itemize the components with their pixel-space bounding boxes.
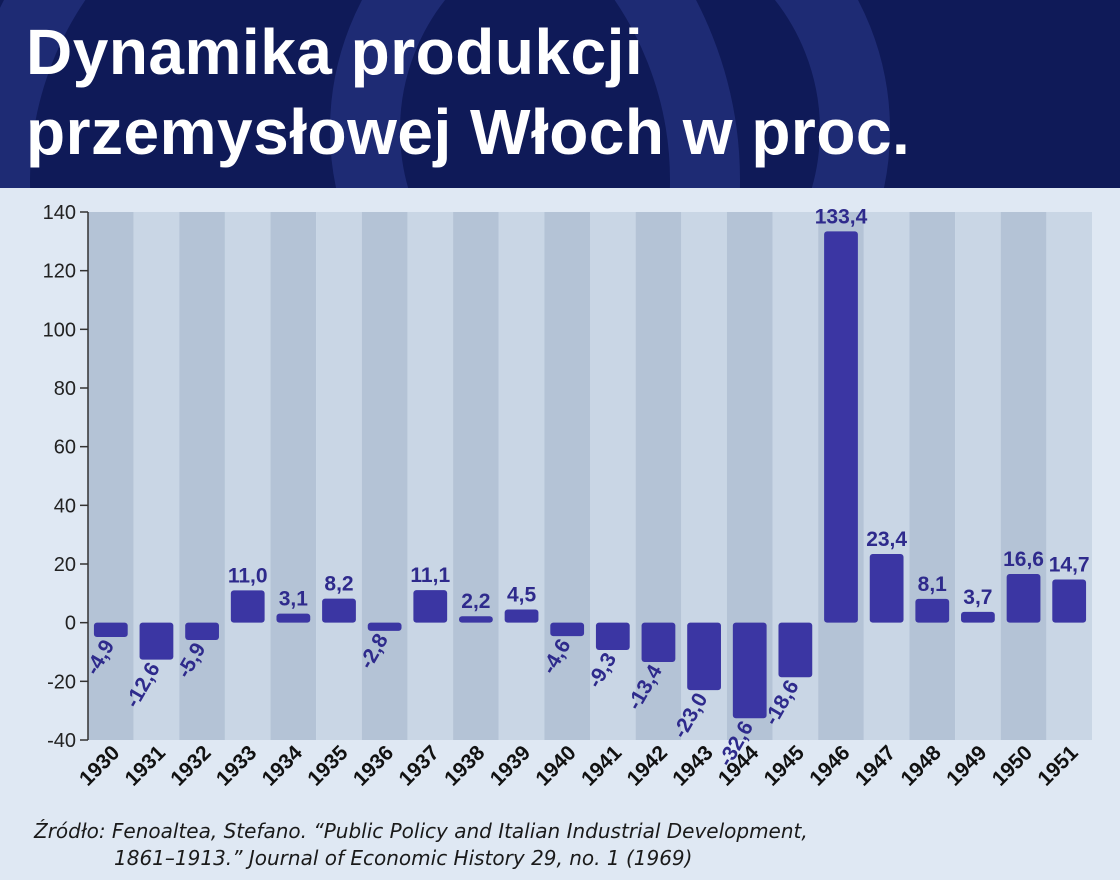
bar-1937 [413, 590, 448, 623]
data-label-1949: 3,7 [963, 586, 992, 609]
bar-1946 [824, 231, 858, 623]
bar-1948 [915, 598, 950, 623]
y-tick-label: 40 [54, 495, 76, 517]
chart-title-line-2: przemysłowej Włoch w proc. [26, 96, 911, 168]
x-tick-label-1951: 1951 [1033, 741, 1083, 791]
bar-1945 [778, 622, 813, 678]
logo-watermark-ring-2 [330, 0, 890, 188]
y-tick-label: 80 [54, 378, 76, 400]
data-label-1950: 16,6 [1003, 548, 1044, 571]
stripe-1940 [544, 212, 590, 740]
x-tick-label-1946: 1946 [805, 741, 854, 790]
data-label-1948: 8,1 [918, 573, 948, 596]
x-tick-label-1950: 1950 [988, 741, 1037, 790]
stripe-1949 [955, 212, 1001, 740]
bar-1932 [185, 622, 219, 640]
data-label-1946: 133,4 [815, 205, 868, 228]
x-tick-label-1934: 1934 [258, 741, 308, 791]
stripe-1930 [88, 212, 134, 740]
bar-1938 [459, 616, 493, 623]
bar-1935 [322, 598, 356, 623]
x-tick-label-1933: 1933 [212, 741, 261, 790]
x-tick-label-1949: 1949 [942, 741, 991, 790]
x-tick-label-1942: 1942 [623, 741, 672, 790]
chart-title-line-1: Dynamika produkcji [26, 16, 644, 88]
bar-1951 [1052, 579, 1087, 623]
data-label-1934: 3,1 [279, 588, 309, 611]
bar-1940 [550, 622, 585, 637]
chart-area: -40 -20 0 20 40 60 80 100 120 140 -4,9 1930 -12,6 193… [0, 188, 1120, 812]
x-tick-label-1938: 1938 [440, 741, 490, 791]
data-label-1951: 14,7 [1049, 554, 1090, 577]
x-tick-label-1947: 1947 [851, 741, 900, 790]
stripe-1941 [590, 212, 636, 740]
x-tick-label-1948: 1948 [897, 741, 947, 791]
x-tick-label-1941: 1941 [577, 741, 627, 791]
x-tick-label-1937: 1937 [395, 741, 444, 790]
chart-title: Dynamika produkcji przemysłowej Włoch w … [26, 12, 910, 172]
bar-1941 [595, 622, 630, 650]
y-tick-label: 20 [54, 554, 76, 576]
x-tick-label-1943: 1943 [668, 741, 717, 790]
x-tick-label-1936: 1936 [349, 741, 398, 790]
header-banner: Dynamika produkcji przemysłowej Włoch w … [0, 0, 1120, 188]
x-tick-label-1940: 1940 [531, 741, 580, 790]
data-label-1937: 11,1 [410, 564, 450, 587]
x-tick-label-1931: 1931 [121, 741, 171, 791]
data-label-1939: 4,5 [507, 583, 537, 606]
y-tick-label: -20 [47, 671, 76, 693]
bar-1950 [1006, 573, 1041, 623]
stripe-1936 [361, 212, 408, 740]
x-tick-label-1930: 1930 [75, 741, 124, 790]
y-tick-label: 120 [43, 261, 76, 283]
stripe-1933 [224, 212, 271, 740]
bar-chart: -40-20020406080100120140-4,91930-12,6193… [43, 202, 1092, 791]
stripe-1951 [1046, 212, 1092, 740]
stripe-1939 [498, 212, 545, 740]
bar-1944 [732, 622, 767, 719]
y-tick-label: 100 [43, 319, 76, 341]
bar-1947 [869, 554, 904, 623]
stripe-1948 [909, 212, 956, 740]
bar-1930 [93, 622, 128, 638]
x-tick-label-1932: 1932 [166, 741, 215, 790]
y-tick-label: 0 [65, 613, 76, 635]
stripe-1947 [863, 212, 910, 740]
stripe-1937 [407, 212, 454, 740]
y-tick-label: 140 [43, 202, 76, 224]
x-tick-label-1935: 1935 [303, 741, 353, 791]
bar-1933 [230, 590, 265, 623]
bar-1931 [139, 622, 174, 660]
y-tick-label: 60 [54, 437, 76, 459]
bar-1936 [367, 622, 402, 631]
stripe-1938 [453, 212, 499, 740]
y-tick-label: -40 [47, 730, 76, 752]
bar-1949 [961, 611, 995, 623]
source-line-1: Źródło: Fenoaltea, Stefano. “Public Poli… [34, 819, 808, 843]
stripe-1932 [179, 212, 225, 740]
source-note: Źródło: Fenoaltea, Stefano. “Public Poli… [34, 818, 808, 872]
stripe-1950 [1000, 212, 1047, 740]
data-label-1935: 8,2 [324, 573, 353, 596]
data-label-1933: 11,0 [228, 564, 268, 587]
data-label-1947: 23,4 [866, 528, 907, 551]
stripe-1934 [270, 212, 317, 740]
bar-1942 [641, 622, 676, 662]
bar-1939 [504, 609, 539, 623]
bar-1943 [687, 622, 721, 691]
stripe-1935 [316, 212, 362, 740]
x-tick-label-1945: 1945 [760, 741, 810, 791]
source-line-2: 1861–1913.” Journal of Economic History … [114, 846, 693, 870]
bar-1934 [276, 613, 311, 623]
data-label-1938: 2,2 [461, 590, 490, 613]
x-tick-label-1939: 1939 [486, 741, 535, 790]
stripe-1931 [133, 212, 180, 740]
